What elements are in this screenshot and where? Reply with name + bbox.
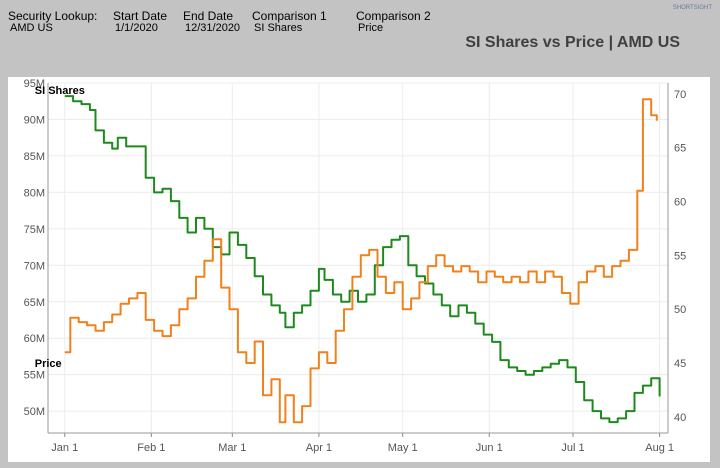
header-field-value: 1/1/2020 (115, 22, 158, 34)
y-right-tick-label: 50 (674, 304, 686, 316)
y-left-tick-label: 95M (24, 78, 45, 90)
header-field-value: SI Shares (254, 22, 303, 34)
y-left-tick-label: 65M (24, 297, 45, 309)
x-tick-label: Jul 1 (561, 442, 584, 454)
y-right-tick-label: 55 (674, 250, 686, 262)
chart-panel: 50M 55M 60M 65M 70M 75M 80M 85M 90M 95M Jan 1 Feb 1… (8, 77, 710, 462)
y-left-tick-label: 50M (24, 406, 45, 418)
y-right-tick-label: 70 (674, 89, 686, 101)
y-right-tick-label: 65 (674, 143, 686, 155)
header-field-label: Security Lookup: (8, 9, 98, 23)
logo: SHORTSIGHT (672, 5, 712, 11)
x-tick-label: Apr 1 (306, 442, 332, 454)
y-left-tick-label: 90M (24, 114, 45, 126)
series-label-si-shares: SI Shares (35, 85, 85, 97)
header-field-label: Start Date (113, 9, 168, 23)
header-field-value: Price (358, 22, 384, 34)
series-label-price: Price (35, 358, 62, 370)
x-tick-label: Aug 1 (645, 442, 674, 454)
header-field-value: 12/31/2020 (185, 22, 241, 34)
y-right-tick-label: 45 (674, 358, 686, 370)
y-left-tick-label: 60M (24, 333, 45, 345)
header-field-label: Comparison 2 (356, 9, 431, 23)
si-vs-price-chart: 50M 55M 60M 65M 70M 75M 80M 85M 90M 95M Jan 1 Feb 1… (24, 78, 687, 454)
chart-title: SI Shares vs Price | AMD US (465, 34, 680, 51)
y-right-tick-label: 60 (674, 196, 686, 208)
y-left-tick-label: 80M (24, 187, 45, 199)
y-left-tick-label: 70M (24, 260, 45, 272)
y-left-tick-label: 85M (24, 151, 45, 163)
header-field-label: Comparison 1 (252, 9, 327, 23)
x-tick-label: Jun 1 (476, 442, 503, 454)
header-field-value: AMD US (10, 22, 53, 34)
x-tick-label: Feb 1 (137, 442, 165, 454)
x-tick-label: Jan 1 (51, 442, 78, 454)
x-tick-label: Mar 1 (218, 442, 246, 454)
y-right-tick-label: 40 (674, 412, 686, 424)
x-tick-label: May 1 (388, 442, 418, 454)
y-left-tick-label: 55M (24, 370, 45, 382)
series-line-si-shares (64, 95, 661, 424)
header-field-label: End Date (183, 9, 234, 23)
y-left-tick-label: 75M (24, 224, 45, 236)
series-line-price (64, 98, 658, 424)
